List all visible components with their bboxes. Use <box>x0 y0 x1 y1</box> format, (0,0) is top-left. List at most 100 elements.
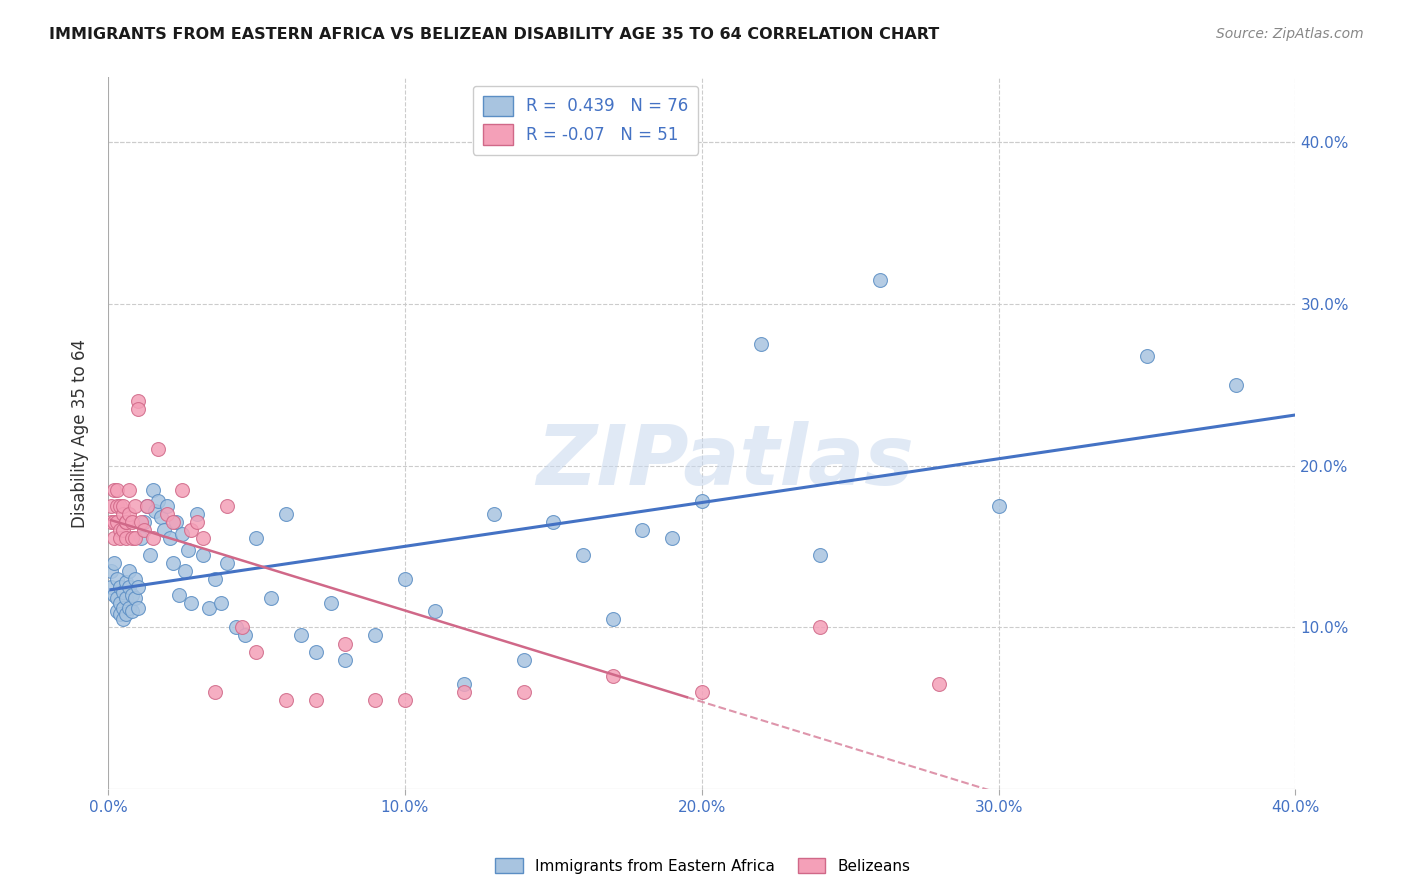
Point <box>231 620 253 634</box>
Point <box>810 620 832 634</box>
Point <box>869 272 891 286</box>
Point <box>114 575 136 590</box>
Point <box>180 596 202 610</box>
Point <box>118 483 141 497</box>
Point <box>423 604 446 618</box>
Point <box>215 556 238 570</box>
Point <box>180 524 202 538</box>
Point <box>111 612 134 626</box>
Point <box>132 515 155 529</box>
Point <box>172 526 194 541</box>
Point <box>141 483 163 497</box>
Point <box>209 596 232 610</box>
Point <box>129 515 152 529</box>
Point <box>290 628 312 642</box>
Point <box>108 499 131 513</box>
Point <box>749 337 772 351</box>
Point <box>394 693 416 707</box>
Point <box>198 601 221 615</box>
Point <box>132 524 155 538</box>
Point <box>512 653 534 667</box>
Point <box>319 596 342 610</box>
Point <box>108 532 131 546</box>
Point <box>103 483 125 497</box>
Point <box>141 532 163 546</box>
Point <box>305 645 328 659</box>
Point <box>118 601 141 615</box>
Point <box>108 596 131 610</box>
Point <box>274 693 297 707</box>
Point <box>572 548 595 562</box>
Point <box>105 572 128 586</box>
Point <box>100 580 122 594</box>
Point <box>1136 349 1159 363</box>
Point <box>100 515 122 529</box>
Point <box>305 693 328 707</box>
Point <box>111 524 134 538</box>
Point <box>124 572 146 586</box>
Point <box>103 532 125 546</box>
Point <box>114 515 136 529</box>
Point <box>453 685 475 699</box>
Point <box>135 499 157 513</box>
Point <box>274 507 297 521</box>
Point <box>124 591 146 606</box>
Point <box>114 591 136 606</box>
Point <box>162 556 184 570</box>
Point <box>172 483 194 497</box>
Point <box>121 588 143 602</box>
Point <box>482 507 505 521</box>
Point <box>129 532 152 546</box>
Point <box>105 591 128 606</box>
Point <box>105 604 128 618</box>
Point <box>177 542 200 557</box>
Text: IMMIGRANTS FROM EASTERN AFRICA VS BELIZEAN DISABILITY AGE 35 TO 64 CORRELATION C: IMMIGRANTS FROM EASTERN AFRICA VS BELIZE… <box>49 27 939 42</box>
Point <box>138 548 160 562</box>
Point <box>127 393 149 408</box>
Point <box>631 524 654 538</box>
Point <box>191 532 214 546</box>
Point <box>100 564 122 578</box>
Point <box>111 584 134 599</box>
Point <box>121 604 143 618</box>
Point <box>159 532 181 546</box>
Point <box>364 628 387 642</box>
Point <box>121 532 143 546</box>
Point <box>111 507 134 521</box>
Point <box>135 499 157 513</box>
Point <box>1225 377 1247 392</box>
Point <box>245 645 267 659</box>
Point <box>148 442 170 457</box>
Point <box>335 653 357 667</box>
Point <box>191 548 214 562</box>
Point <box>156 499 179 513</box>
Point <box>105 499 128 513</box>
Point <box>127 402 149 417</box>
Point <box>127 580 149 594</box>
Point <box>162 515 184 529</box>
Point <box>111 499 134 513</box>
Point <box>121 515 143 529</box>
Point <box>111 601 134 615</box>
Text: ZIPatlas: ZIPatlas <box>537 421 914 502</box>
Point <box>105 515 128 529</box>
Point <box>204 685 226 699</box>
Point <box>690 685 713 699</box>
Point <box>364 693 387 707</box>
Point <box>225 620 247 634</box>
Point <box>103 588 125 602</box>
Point <box>215 499 238 513</box>
Point <box>233 628 256 642</box>
Point <box>453 677 475 691</box>
Point <box>987 499 1010 513</box>
Point <box>512 685 534 699</box>
Point <box>148 494 170 508</box>
Point <box>186 515 208 529</box>
Point <box>153 524 176 538</box>
Point <box>394 572 416 586</box>
Legend: Immigrants from Eastern Africa, Belizeans: Immigrants from Eastern Africa, Belizean… <box>489 852 917 880</box>
Point <box>602 669 624 683</box>
Point <box>118 580 141 594</box>
Point <box>150 510 173 524</box>
Point <box>124 499 146 513</box>
